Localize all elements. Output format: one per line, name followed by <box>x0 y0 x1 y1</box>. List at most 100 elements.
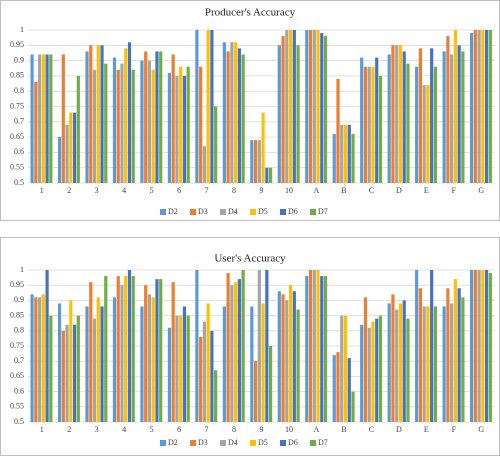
y-tick-label: 0.5 <box>14 178 24 187</box>
bar <box>277 291 281 422</box>
bar <box>415 270 419 422</box>
bar <box>387 54 391 184</box>
bar <box>41 294 45 422</box>
bar <box>195 270 199 422</box>
bar <box>296 45 300 183</box>
bar <box>426 306 430 422</box>
x-tick-label: D <box>396 425 402 434</box>
bar <box>120 63 124 183</box>
bar <box>144 285 148 422</box>
bar <box>351 391 355 422</box>
bar <box>269 167 273 183</box>
x-tick-label: 3 <box>95 186 99 195</box>
bar <box>323 36 328 184</box>
bar <box>159 51 163 183</box>
bar <box>230 285 234 422</box>
bar <box>241 54 245 184</box>
legend-swatch <box>250 209 256 215</box>
legend-swatch <box>220 209 226 215</box>
bar <box>261 112 265 183</box>
bar <box>481 270 485 422</box>
legend-label: D7 <box>318 438 328 447</box>
bar <box>470 33 474 184</box>
x-tick-label: 2 <box>67 186 71 195</box>
y-tick-label: 0.8 <box>14 86 24 95</box>
bar <box>171 282 175 422</box>
bar <box>312 270 316 422</box>
bar <box>179 66 183 183</box>
bar <box>305 30 309 183</box>
bar <box>453 279 457 422</box>
legend-swatch <box>160 209 166 215</box>
bar <box>453 30 457 183</box>
bar <box>398 45 403 183</box>
x-tick-label: E <box>424 186 429 195</box>
bar <box>120 285 124 422</box>
bar <box>418 288 423 422</box>
bar <box>57 137 62 183</box>
legend-label: D6 <box>288 207 298 216</box>
bar <box>292 291 296 422</box>
bar <box>144 51 148 183</box>
bar <box>116 276 120 422</box>
y-tick-label: 0.6 <box>14 147 24 156</box>
bar <box>167 327 172 422</box>
legend-label: D3 <box>198 207 208 216</box>
bar <box>406 318 410 422</box>
bar <box>140 306 144 422</box>
bar <box>323 276 328 422</box>
bar <box>261 303 265 422</box>
bar <box>340 124 344 183</box>
legend-swatch <box>190 440 196 446</box>
bar <box>186 66 190 183</box>
bar <box>395 309 399 422</box>
bar <box>391 45 395 183</box>
bar <box>241 270 245 422</box>
bar <box>340 315 344 422</box>
x-tick-label: 2 <box>67 425 71 434</box>
bar <box>131 276 135 422</box>
bar <box>371 66 375 183</box>
legend-label: D4 <box>228 438 238 447</box>
bar <box>442 51 446 183</box>
bar <box>234 282 238 422</box>
bar <box>433 306 438 422</box>
bar <box>206 303 210 422</box>
x-tick-label: 6 <box>177 186 181 195</box>
bar <box>76 75 80 183</box>
bar <box>237 48 241 183</box>
bar <box>171 54 175 184</box>
x-tick-label: 8 <box>232 186 236 195</box>
legend-label: D3 <box>198 438 208 447</box>
bar <box>45 270 49 422</box>
bar <box>442 306 446 422</box>
bar <box>457 45 461 183</box>
bar <box>316 30 320 183</box>
legend-swatch <box>160 440 166 446</box>
bar <box>69 112 73 183</box>
bar <box>308 30 313 183</box>
x-tick-label: 3 <box>95 425 99 434</box>
x-tick-label: 9 <box>260 425 264 434</box>
bar <box>57 303 62 422</box>
bar <box>37 297 42 422</box>
bar <box>49 315 53 422</box>
bar <box>485 270 489 422</box>
x-tick-label: 10 <box>285 186 293 195</box>
bar <box>343 124 348 183</box>
y-tick-label: 0.55 <box>10 163 24 172</box>
x-tick-label: A <box>314 425 320 434</box>
bar <box>65 124 69 183</box>
legend-swatch <box>190 209 196 215</box>
legend-swatch <box>250 440 256 446</box>
bar <box>277 45 281 183</box>
bar <box>296 309 300 422</box>
bar <box>360 57 364 183</box>
chart-title: User's Accuracy <box>214 253 286 265</box>
bar <box>140 60 144 183</box>
y-tick-label: 0.85 <box>10 310 24 319</box>
bar <box>257 270 261 422</box>
bar <box>288 30 293 183</box>
bar <box>347 358 351 422</box>
bar <box>147 60 152 183</box>
